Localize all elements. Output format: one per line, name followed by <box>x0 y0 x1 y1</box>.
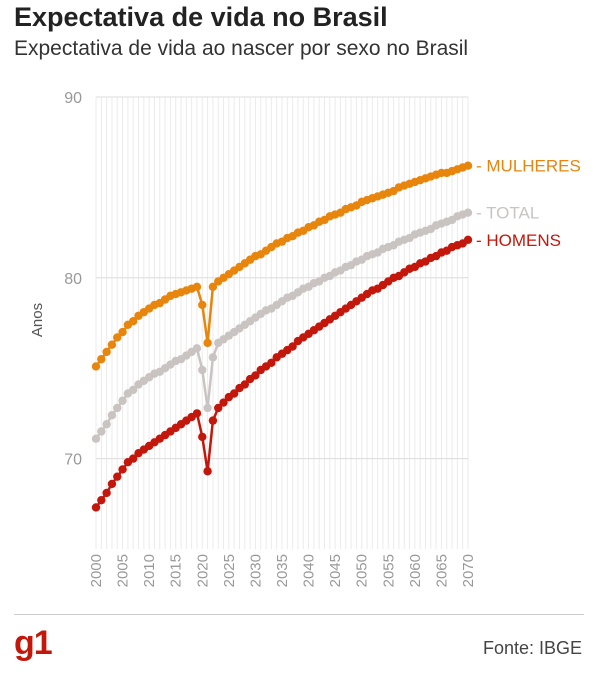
data-point <box>102 347 111 357</box>
data-point <box>97 427 106 436</box>
data-point <box>192 409 202 418</box>
data-point <box>102 488 111 498</box>
data-point <box>240 380 249 389</box>
data-point <box>91 434 101 443</box>
data-point <box>91 362 101 371</box>
g1-logo: g1 <box>14 624 53 662</box>
data-point <box>203 467 212 476</box>
data-point <box>208 353 218 362</box>
data-point <box>203 338 212 348</box>
series-end-labels: - MULHERES - TOTAL - HOMENS <box>476 157 581 250</box>
data-point <box>118 396 127 405</box>
data-point <box>118 327 127 337</box>
y-axis-label: Anos <box>29 303 46 337</box>
data-point <box>267 358 276 367</box>
data-point <box>91 503 101 512</box>
vertical-gridlines <box>95 97 469 549</box>
source-note: Fonte: IBGE <box>482 638 582 658</box>
data-point <box>198 300 207 310</box>
data-point <box>229 389 239 398</box>
footer-divider <box>14 614 584 615</box>
data-point <box>192 282 202 292</box>
data-point <box>192 344 202 353</box>
data-point <box>208 416 218 425</box>
series-end-label-homens: - HOMENS <box>476 231 561 250</box>
data-point <box>251 371 260 380</box>
data-point <box>129 454 138 463</box>
chart-subtitle: Expectativa de vida ao nascer por sexo n… <box>14 37 469 60</box>
data-point <box>463 208 473 217</box>
x-tick-labels: 2000 2005 2010 2015 2020 2025 2030 2035 2040 2045… <box>88 554 477 587</box>
data-point <box>113 333 122 342</box>
data-point <box>113 472 122 481</box>
data-point <box>129 316 138 326</box>
x-tick-label: 2065 <box>433 554 450 587</box>
x-tick-label: 2020 <box>194 554 211 587</box>
data-point <box>463 235 473 245</box>
x-tick-label: 2055 <box>380 554 397 587</box>
x-tick-label: 2030 <box>247 554 264 587</box>
data-point <box>208 282 218 292</box>
x-tick-label: 2005 <box>115 554 132 587</box>
data-point <box>198 365 207 375</box>
horizontal-gridlines <box>96 96 468 460</box>
data-point <box>107 340 117 349</box>
x-tick-label: 2040 <box>301 554 318 587</box>
series-mulheres <box>91 161 473 371</box>
data-point <box>219 398 228 407</box>
y-tick-label: 90 <box>64 90 82 107</box>
data-point <box>288 342 297 351</box>
data-point <box>463 161 473 170</box>
x-tick-label: 2060 <box>407 554 424 587</box>
data-point <box>214 403 223 413</box>
data-point <box>198 432 207 442</box>
series-group <box>91 161 473 512</box>
x-tick-label: 2010 <box>141 554 158 587</box>
data-point <box>97 495 106 505</box>
x-tick-label: 2050 <box>354 554 371 587</box>
series-end-label-mulheres: - MULHERES <box>476 157 581 176</box>
data-point <box>102 420 111 429</box>
y-tick-label: 80 <box>64 271 82 288</box>
series-homens <box>91 235 473 512</box>
data-point <box>107 411 117 420</box>
series-total <box>91 208 473 443</box>
data-point <box>118 465 127 474</box>
data-point <box>97 354 106 364</box>
x-tick-label: 2070 <box>460 554 477 587</box>
x-tick-label: 2045 <box>327 554 344 587</box>
x-tick-label: 2015 <box>168 554 185 587</box>
data-point <box>203 403 212 413</box>
series-end-label-total: - TOTAL <box>476 204 539 223</box>
data-point <box>107 479 117 489</box>
data-point <box>129 385 138 395</box>
x-tick-label: 2035 <box>274 554 291 587</box>
y-tick-label: 70 <box>64 452 82 469</box>
chart-title: Expectativa de vida no Brasil <box>14 2 388 32</box>
x-tick-label: 2025 <box>221 554 238 587</box>
data-point <box>113 403 122 413</box>
x-tick-label: 2000 <box>88 554 105 587</box>
y-tick-labels: 70 80 90 <box>64 90 82 469</box>
